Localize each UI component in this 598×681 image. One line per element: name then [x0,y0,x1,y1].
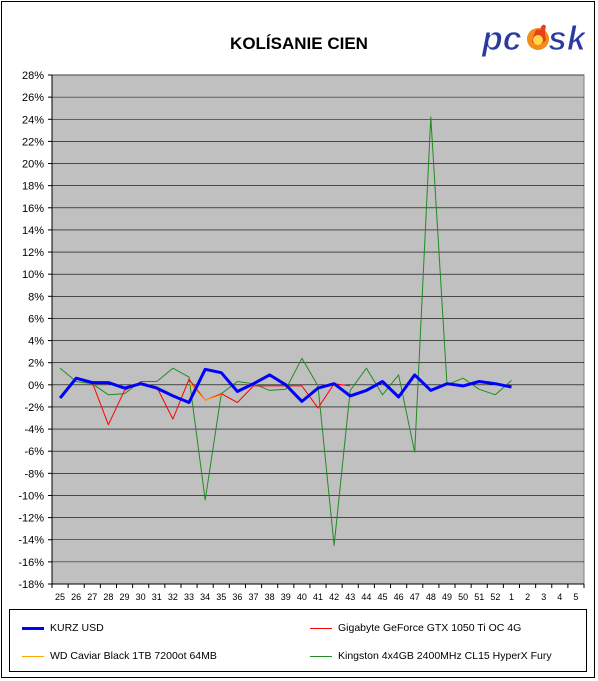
x-tick-label: 40 [297,592,307,602]
legend-swatch [310,627,332,629]
x-tick-label: 39 [281,592,291,602]
x-tick-label: 33 [184,592,194,602]
y-tick-label: -4% [24,424,44,436]
y-tick-label: 8% [28,291,44,303]
x-tick-label: 36 [232,592,242,602]
y-tick-label: -14% [18,535,44,547]
x-tick-label: 2 [525,592,530,602]
legend-swatch [22,626,44,630]
x-tick-label: 49 [442,592,452,602]
x-tick-label: 41 [313,592,323,602]
x-tick-label: 3 [541,592,546,602]
y-tick-label: 14% [22,225,44,237]
y-tick-label: 4% [28,336,44,348]
x-tick-label: 27 [87,592,97,602]
logo-text-pc: pc [481,20,522,58]
x-tick-label: 32 [168,592,178,602]
x-tick-label: 25 [55,592,65,602]
logo-text-sk: sk [548,20,585,58]
legend-swatch [310,655,332,657]
x-tick-label: 34 [200,592,210,602]
series-line-0 [58,367,512,404]
legend-label: Gigabyte GeForce GTX 1050 Ti OC 4G [338,622,522,634]
chart-title: KOLÍSANIE CIEN [230,34,368,53]
x-tick-label: 31 [152,592,162,602]
y-tick-label: 26% [22,92,44,104]
y-tick-label: 2% [28,358,44,370]
x-tick-label: 5 [573,592,578,602]
pcsk-logo: pc sk [480,12,589,62]
x-tick-label: 45 [377,592,387,602]
x-tick-label: 52 [490,592,500,602]
x-tick-label: 38 [265,592,275,602]
x-tick-label: 44 [361,592,371,602]
x-tick-label: 4 [557,592,562,602]
y-tick-label: 0% [28,380,44,392]
y-tick-label: -2% [24,402,44,414]
y-tick-label: 18% [22,181,44,193]
y-tick-label: 22% [22,136,44,148]
x-tick-label: 48 [426,592,436,602]
y-tick-label: 6% [28,313,44,325]
y-tick-label: -18% [18,579,44,591]
legend-label: WD Caviar Black 1TB 7200ot 64MB [50,650,217,662]
legend-label: KURZ USD [50,622,104,634]
x-tick-label: 50 [458,592,468,602]
legend-item-gigabyte: Gigabyte GeForce GTX 1050 Ti OC 4G [310,622,521,634]
y-tick-label: 28% [22,70,44,82]
x-tick-label: 42 [329,592,339,602]
y-tick-label: 10% [22,269,44,281]
chart-legend: KURZ USD Gigabyte GeForce GTX 1050 Ti OC… [9,609,587,672]
flame-icon [527,24,549,50]
legend-swatch [22,655,44,657]
legend-label: Kingston 4x4GB 2400MHz CL15 HyperX Fury [338,650,552,662]
y-tick-label: -6% [24,446,44,458]
x-tick-label: 46 [394,592,404,602]
plot-area [51,74,585,585]
x-tick-label: 47 [410,592,420,602]
y-tick-label: -16% [18,557,44,569]
y-tick-label: -10% [18,490,44,502]
legend-item-kurz-usd: KURZ USD [22,622,104,634]
x-tick-label: 29 [120,592,130,602]
x-tick-label: 28 [103,592,113,602]
legend-item-wd: WD Caviar Black 1TB 7200ot 64MB [22,650,217,662]
y-tick-label: 24% [22,114,44,126]
x-tick-label: 51 [474,592,484,602]
y-tick-label: 20% [22,159,44,171]
x-tick-label: 35 [216,592,226,602]
y-tick-label: 12% [22,247,44,259]
legend-item-kingston: Kingston 4x4GB 2400MHz CL15 HyperX Fury [310,650,552,662]
x-tick-label: 37 [249,592,259,602]
x-tick-label: 43 [345,592,355,602]
x-tick-label: 30 [136,592,146,602]
x-tick-label: 26 [71,592,81,602]
y-tick-label: -8% [24,468,44,480]
y-tick-label: -12% [18,513,44,525]
y-tick-label: 16% [22,203,44,215]
x-tick-label: 1 [509,592,514,602]
